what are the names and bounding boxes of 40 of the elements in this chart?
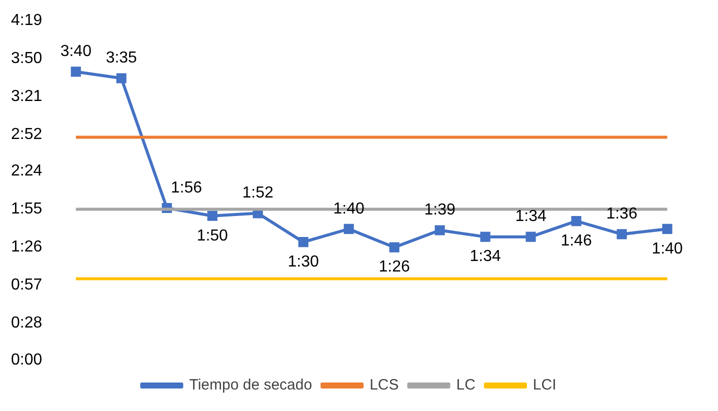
text: 3:40 bbox=[60, 43, 92, 60]
point bbox=[480, 232, 490, 242]
y-tick-label: 0:28 bbox=[11, 314, 42, 332]
point bbox=[616, 229, 627, 240]
text: 1:56 bbox=[170, 179, 202, 196]
text: 1:36 bbox=[606, 206, 638, 223]
y-tick-label: 1:55 bbox=[11, 200, 42, 218]
text: 1:30 bbox=[288, 253, 319, 270]
text: 1:40 bbox=[652, 240, 683, 258]
point bbox=[207, 210, 218, 221]
text: 1:52 bbox=[242, 184, 274, 202]
legend-label: LCI bbox=[532, 376, 556, 394]
y-tick-label: 2:24 bbox=[11, 162, 42, 180]
text: 1:46 bbox=[560, 232, 592, 250]
point bbox=[434, 225, 445, 236]
text: 1:50 bbox=[196, 227, 228, 244]
text: 1:39 bbox=[424, 202, 456, 219]
legend-label: LC bbox=[456, 376, 476, 394]
point bbox=[298, 237, 308, 248]
y-tick-label: 1:26 bbox=[11, 238, 42, 256]
point bbox=[389, 242, 400, 252]
text: 1:26 bbox=[378, 258, 410, 276]
point bbox=[70, 66, 81, 77]
point bbox=[344, 224, 354, 234]
text: 1:34 bbox=[515, 208, 546, 226]
legend-label: LCS bbox=[370, 376, 399, 394]
legend-label: Tiempo de secado bbox=[189, 376, 312, 394]
y-tick-label: 0:57 bbox=[11, 276, 42, 294]
y-tick-label: 3:21 bbox=[11, 88, 42, 106]
point bbox=[116, 73, 126, 84]
text: 1:34 bbox=[470, 248, 501, 266]
point bbox=[526, 232, 536, 242]
y-tick-label: 0:00 bbox=[11, 351, 42, 368]
point bbox=[662, 224, 672, 234]
text: 3:35 bbox=[106, 50, 137, 67]
text: 1:40 bbox=[333, 200, 364, 218]
y-tick-label: 4:19 bbox=[11, 12, 42, 30]
y-tick-label: 2:52 bbox=[11, 126, 42, 144]
y-tick-label: 3:50 bbox=[11, 50, 42, 68]
point bbox=[571, 216, 582, 226]
